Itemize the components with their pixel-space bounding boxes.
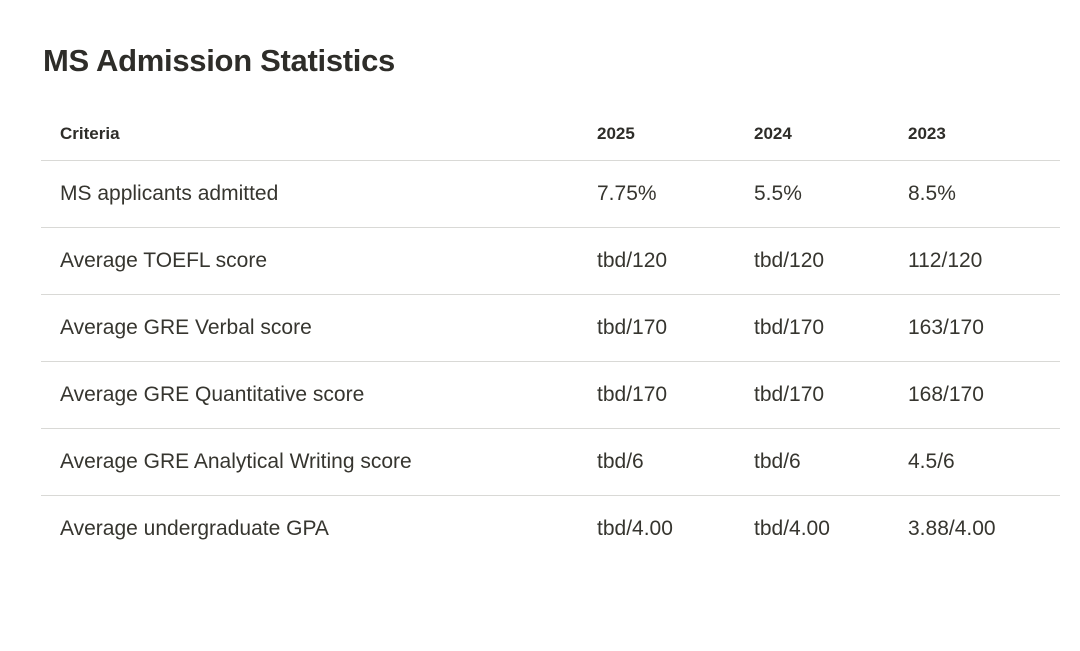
table-row: MS applicants admitted 7.75% 5.5% 8.5%: [41, 160, 1060, 228]
table-row: Average TOEFL score tbd/120 tbd/120 112/…: [41, 227, 1060, 295]
value-cell-2025: tbd/170: [597, 382, 668, 406]
value-cell-2023: 112/120: [908, 248, 983, 272]
value-cell-2025: tbd/170: [597, 315, 668, 339]
criteria-cell: Average GRE Quantitative score: [60, 382, 365, 406]
column-header-criteria: Criteria: [60, 123, 120, 143]
value-cell-2023: 8.5%: [908, 181, 956, 205]
value-cell-2025: tbd/6: [597, 449, 644, 473]
table-row: Average GRE Quantitative score tbd/170 t…: [41, 361, 1060, 429]
value-cell-2025: tbd/120: [597, 248, 668, 272]
value-cell-2025: tbd/4.00: [597, 516, 673, 540]
value-cell-2023: 163/170: [908, 315, 984, 339]
value-cell-2024: tbd/6: [754, 449, 801, 473]
table-row: Average GRE Analytical Writing score tbd…: [41, 428, 1060, 496]
column-header-2025: 2025: [597, 123, 635, 143]
criteria-cell: MS applicants admitted: [60, 181, 279, 205]
criteria-cell: Average GRE Analytical Writing score: [60, 449, 412, 473]
criteria-cell: Average GRE Verbal score: [60, 315, 312, 339]
page-title: MS Admission Statistics: [43, 43, 395, 78]
value-cell-2024: 5.5%: [754, 181, 802, 205]
value-cell-2023: 168/170: [908, 382, 984, 406]
value-cell-2023: 4.5/6: [908, 449, 955, 473]
criteria-cell: Average TOEFL score: [60, 248, 267, 272]
value-cell-2023: 3.88/4.00: [908, 516, 996, 540]
admission-stats-table: Criteria 2025 2024 2023 MS applicants ad…: [41, 108, 1060, 562]
value-cell-2024: tbd/120: [754, 248, 825, 272]
value-cell-2024: tbd/170: [754, 315, 825, 339]
value-cell-2025: 7.75%: [597, 181, 657, 205]
criteria-cell: Average undergraduate GPA: [60, 516, 329, 540]
table-header-row: Criteria 2025 2024 2023: [41, 108, 1060, 161]
column-header-2023: 2023: [908, 123, 946, 143]
table-row: Average GRE Verbal score tbd/170 tbd/170…: [41, 294, 1060, 362]
value-cell-2024: tbd/170: [754, 382, 825, 406]
value-cell-2024: tbd/4.00: [754, 516, 830, 540]
table-row: Average undergraduate GPA tbd/4.00 tbd/4…: [41, 495, 1060, 562]
column-header-2024: 2024: [754, 123, 792, 143]
